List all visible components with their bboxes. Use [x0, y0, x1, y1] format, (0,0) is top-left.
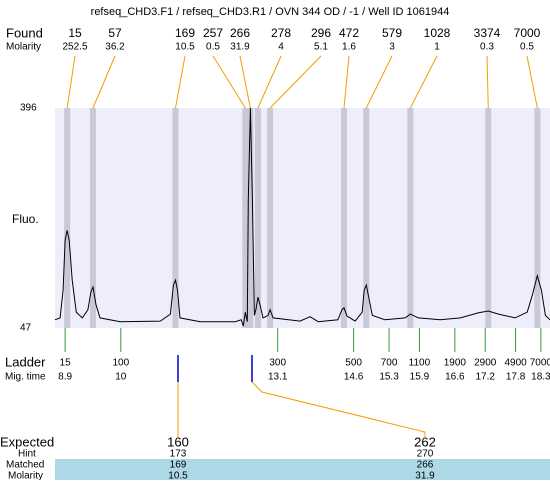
ladder-migtime: 15.9 [410, 372, 430, 383]
matched-row-bg [55, 459, 550, 480]
peak-size: 1028 [424, 26, 451, 40]
ladder-size: 100 [112, 358, 129, 369]
peak-band [89, 108, 96, 328]
peak-molarity: 1 [434, 42, 440, 53]
peak-size: 266 [230, 26, 250, 40]
peak-connector [174, 55, 186, 109]
expected-expected: 262 [414, 434, 436, 449]
peak-connector [92, 55, 116, 109]
peak-connector [239, 55, 251, 109]
peak-connector [66, 55, 76, 109]
ladder-migtime: 10 [115, 372, 127, 383]
migtime-label: Mig. time [5, 372, 46, 383]
expected-molarity: 31.9 [415, 471, 435, 480]
ladder-migtime: 15.3 [379, 372, 399, 383]
peak-size: 57 [108, 26, 122, 40]
y-tick-label: 396 [20, 103, 37, 114]
ladder-label: Ladder [5, 354, 46, 369]
peak-size: 579 [382, 26, 402, 40]
peak-band [341, 108, 348, 328]
peak-connector [365, 55, 393, 109]
peak-band [363, 108, 370, 328]
ladder-migtime: 13.1 [268, 372, 288, 383]
peak-connector [409, 55, 438, 109]
row-label: Hint [18, 449, 36, 460]
ladder-migtime: 14.6 [344, 372, 364, 383]
ladder-migtime: 8.9 [58, 372, 72, 383]
peak-molarity: 3 [389, 42, 395, 53]
y-axis-label: Fluo. [12, 212, 39, 226]
expected-molarity: 10.5 [168, 471, 188, 480]
peak-connector [486, 55, 489, 109]
peak-band [485, 108, 492, 328]
peak-molarity: 36.2 [105, 42, 125, 53]
peak-connector [526, 55, 538, 109]
peak-connector [343, 55, 350, 109]
ladder-size: 700 [381, 358, 398, 369]
ladder-size: 500 [345, 358, 362, 369]
peak-connector [257, 55, 282, 109]
peak-molarity: 252.5 [62, 42, 87, 53]
found-label: Found [6, 25, 43, 40]
peak-size: 296 [311, 26, 331, 40]
ladder-size: 4900 [504, 358, 527, 369]
peak-band [64, 108, 71, 328]
expected-hint: 173 [170, 449, 187, 460]
peak-molarity: 10.5 [175, 42, 195, 53]
plot-area [55, 108, 550, 328]
ladder-size: 7000 [530, 358, 550, 369]
ladder-migtime: 17.2 [475, 372, 495, 383]
row-label: Molarity [8, 471, 43, 480]
ladder-size: 300 [269, 358, 286, 369]
ladder-size: 1900 [444, 358, 467, 369]
peak-size: 7000 [514, 26, 541, 40]
y-tick-label: 47 [20, 323, 32, 334]
peak-size: 15 [68, 26, 82, 40]
peak-molarity: 5.1 [314, 42, 328, 53]
peak-connector [212, 55, 246, 109]
peak-size: 169 [175, 26, 195, 40]
ladder-size: 1100 [409, 358, 431, 369]
expected-expected: 160 [167, 434, 189, 449]
peak-molarity: 1.6 [342, 42, 356, 53]
peak-band [172, 108, 179, 328]
ladder-migtime: 16.6 [445, 372, 465, 383]
peak-band [242, 108, 249, 328]
peak-molarity: 0.3 [480, 42, 494, 53]
expected-connector [251, 381, 426, 437]
ladder-size: 15 [60, 358, 72, 369]
expected-matched: 169 [170, 460, 187, 471]
peak-band [267, 108, 274, 328]
expected-matched: 266 [417, 460, 434, 471]
trace [54, 107, 550, 327]
peak-band [407, 108, 414, 328]
peak-band [534, 108, 541, 328]
peak-connector [269, 55, 322, 109]
expected-hint: 270 [417, 449, 434, 460]
peak-molarity: 0.5 [520, 42, 534, 53]
peak-molarity: 0.5 [206, 42, 220, 53]
chart-title: refseq_CHD3.F1 / refseq_CHD3.R1 / OVN 34… [91, 6, 450, 18]
peak-size: 278 [271, 26, 291, 40]
ladder-size: 2900 [474, 358, 497, 369]
row-label: Expected [0, 434, 54, 449]
peak-band [247, 108, 254, 328]
ladder-migtime: 18.3 [531, 372, 550, 383]
peak-size: 3374 [474, 26, 501, 40]
peak-band [254, 108, 261, 328]
peak-molarity: 31.9 [230, 42, 250, 53]
peak-size: 472 [339, 26, 359, 40]
peak-molarity: 4 [278, 42, 284, 53]
row-label: Matched [6, 460, 44, 471]
peak-size: 257 [203, 26, 223, 40]
molarity-label: Molarity [6, 42, 41, 53]
ladder-migtime: 17.8 [506, 372, 526, 383]
